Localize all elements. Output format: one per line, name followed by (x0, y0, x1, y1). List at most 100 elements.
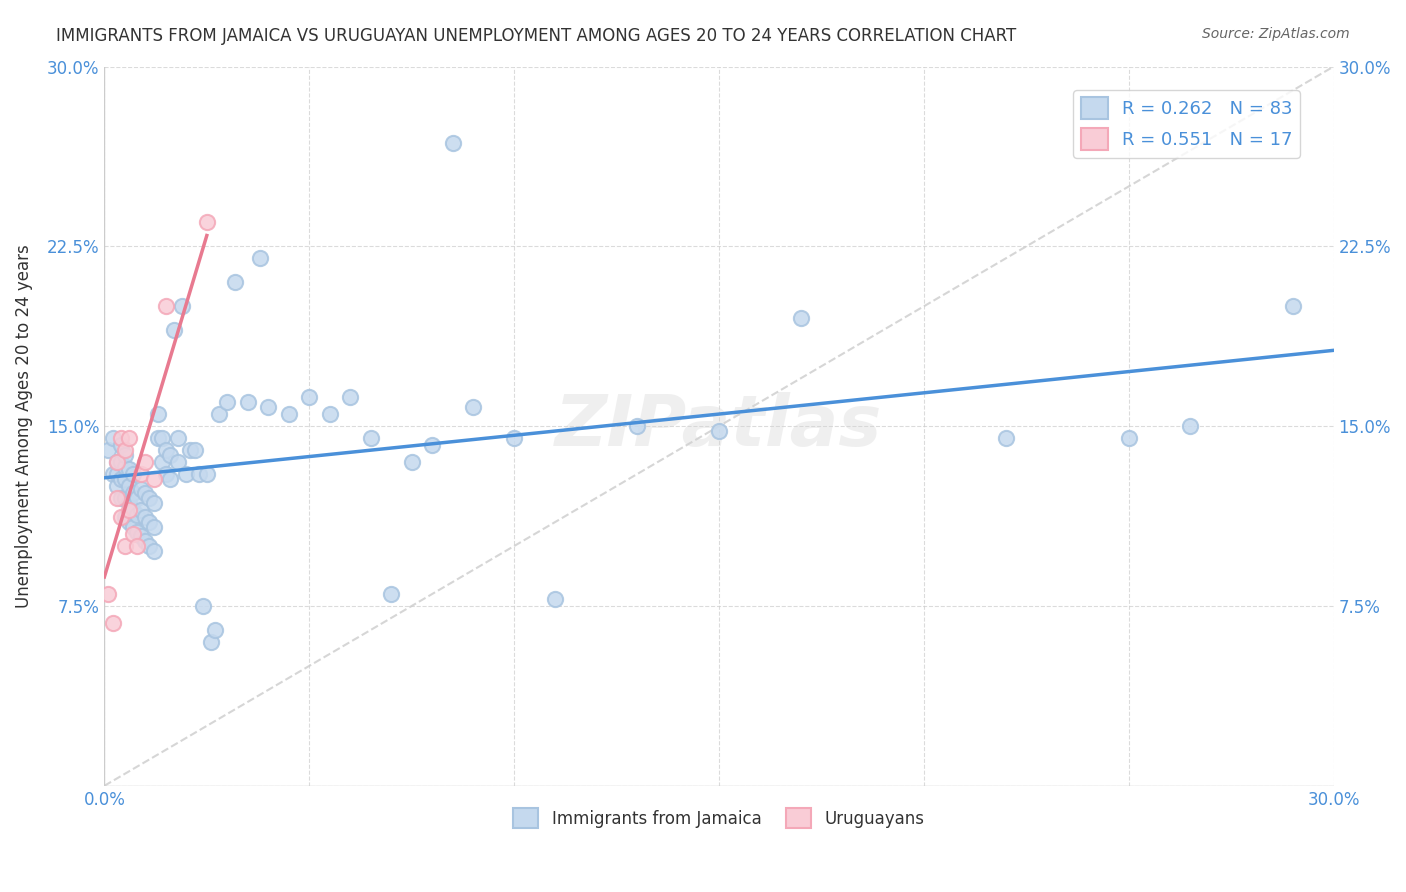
Point (101, 431, 124, 445)
Point (217, 395, 239, 409)
Point (187, 467, 209, 482)
Point (118, 503, 141, 517)
Point (122, 520, 145, 534)
Point (118, 431, 141, 445)
Point (277, 407, 299, 421)
Point (97, 587, 120, 601)
Point (172, 299, 194, 313)
Point (127, 491, 149, 505)
Point (204, 623, 226, 637)
Point (200, 635, 222, 649)
Point (118, 479, 141, 493)
Text: Source: ZipAtlas.com: Source: ZipAtlas.com (1202, 27, 1350, 41)
Point (150, 455, 173, 469)
Point (1118, 431, 1140, 445)
Legend: Immigrants from Jamaica, Uruguayans: Immigrants from Jamaica, Uruguayans (506, 801, 931, 835)
Point (142, 472, 165, 486)
Point (298, 391, 321, 405)
Point (118, 462, 141, 476)
Point (122, 467, 145, 482)
Point (401, 455, 423, 469)
Point (707, 424, 730, 438)
Point (110, 438, 132, 452)
Point (790, 311, 813, 326)
Point (118, 496, 141, 510)
Point (122, 527, 145, 541)
Point (110, 510, 132, 524)
Point (155, 443, 177, 458)
Point (105, 491, 128, 505)
Point (183, 443, 205, 458)
Point (114, 443, 136, 458)
Point (122, 503, 145, 517)
Point (159, 472, 181, 486)
Point (191, 599, 214, 613)
Point (208, 407, 231, 421)
Point (142, 544, 165, 558)
Point (461, 400, 484, 414)
Point (127, 508, 149, 522)
Point (380, 587, 402, 601)
Point (167, 431, 190, 445)
Point (127, 539, 149, 553)
Point (1281, 299, 1303, 313)
Point (179, 443, 201, 458)
Point (503, 431, 526, 445)
Point (138, 539, 160, 553)
Point (138, 515, 160, 529)
Point (105, 467, 128, 482)
Point (110, 431, 132, 445)
Point (114, 472, 136, 486)
Point (441, 136, 464, 151)
Point (146, 431, 169, 445)
Text: IMMIGRANTS FROM JAMAICA VS URUGUAYAN UNEMPLOYMENT AMONG AGES 20 TO 24 YEARS CORR: IMMIGRANTS FROM JAMAICA VS URUGUAYAN UNE… (56, 27, 1017, 45)
Point (129, 467, 152, 482)
Point (319, 407, 342, 421)
Point (420, 438, 443, 452)
Point (101, 467, 124, 482)
Point (167, 455, 190, 469)
Point (129, 482, 152, 496)
Point (134, 455, 156, 469)
Point (142, 496, 165, 510)
Point (236, 395, 259, 409)
Point (994, 431, 1017, 445)
Point (118, 515, 141, 529)
Point (134, 486, 156, 500)
Point (339, 391, 361, 405)
Point (129, 503, 152, 517)
Point (360, 431, 382, 445)
Point (155, 467, 177, 482)
Point (114, 448, 136, 462)
Point (134, 534, 156, 549)
Point (114, 491, 136, 505)
Point (155, 299, 177, 313)
Point (105, 479, 128, 493)
Point (122, 486, 145, 500)
Point (257, 400, 280, 414)
Point (138, 491, 160, 505)
Point (224, 276, 246, 290)
Y-axis label: Unemployment Among Ages 20 to 24 years: Unemployment Among Ages 20 to 24 years (15, 244, 32, 608)
Point (105, 455, 128, 469)
Point (110, 491, 132, 505)
Point (150, 431, 173, 445)
Point (114, 510, 136, 524)
Point (176, 467, 198, 482)
Point (110, 455, 132, 469)
Point (146, 407, 169, 421)
Point (195, 215, 218, 229)
Point (105, 455, 128, 469)
Point (626, 419, 648, 434)
Point (159, 448, 181, 462)
Text: ZIPatlas: ZIPatlas (555, 392, 883, 460)
Point (127, 524, 149, 539)
Point (114, 539, 136, 553)
Point (142, 520, 165, 534)
Point (163, 323, 186, 337)
Point (114, 459, 136, 474)
Point (544, 591, 567, 606)
Point (195, 467, 218, 482)
Point (101, 615, 124, 630)
Point (97, 443, 120, 458)
